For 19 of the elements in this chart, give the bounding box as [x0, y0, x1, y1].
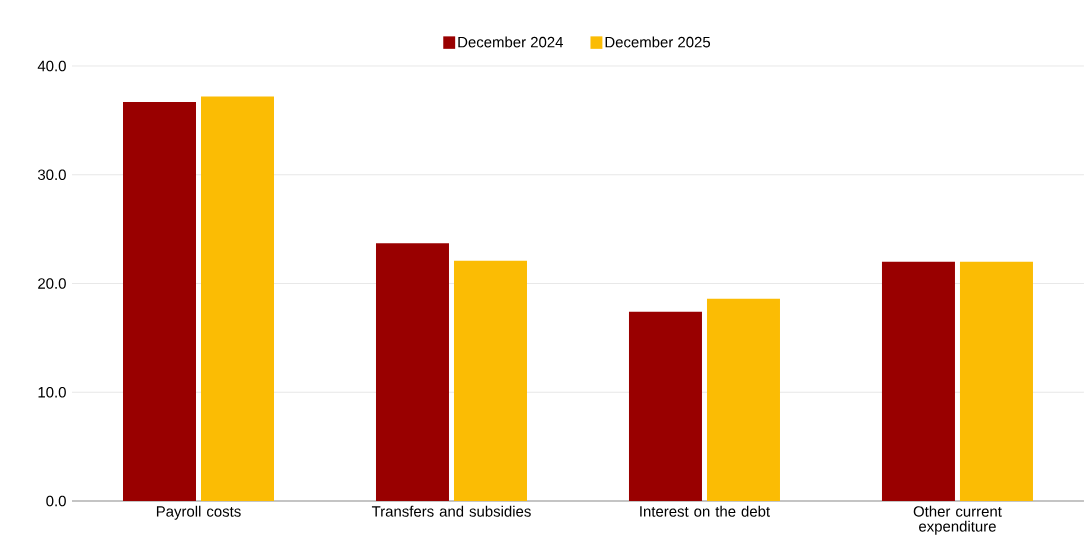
x-tick-label: Payroll costs	[156, 505, 241, 520]
bar	[881, 261, 955, 501]
bar	[959, 261, 1033, 501]
bar	[123, 101, 196, 501]
y-tick-label: 20.0	[38, 278, 66, 289]
x-tick-label: Transfers and subsidies	[371, 505, 531, 517]
y-tick-label: 40.0	[37, 60, 66, 72]
x-tick-label: Interest on the debt	[640, 505, 770, 517]
y-tick-label: 30.0	[37, 169, 66, 181]
y-tick-label: 10.0	[38, 386, 66, 398]
bar	[628, 311, 702, 501]
y-tick-label: 0.0	[46, 495, 66, 507]
bar	[706, 298, 780, 501]
legend-label: December 2024	[458, 36, 564, 48]
legend-label: December 2025	[605, 36, 711, 48]
bar	[453, 260, 527, 501]
bar	[375, 243, 449, 501]
x-tick-label: Other current expenditure	[913, 505, 1002, 535]
bar	[201, 96, 274, 501]
